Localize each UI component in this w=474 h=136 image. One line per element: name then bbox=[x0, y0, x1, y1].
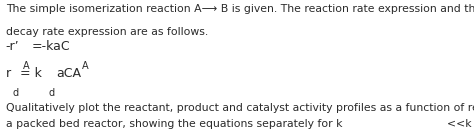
Text: d: d bbox=[48, 88, 55, 98]
Text: The simple isomerization reaction A⟶ B is given. The reaction rate expression an: The simple isomerization reaction A⟶ B i… bbox=[6, 4, 474, 14]
Text: =-kaC: =-kaC bbox=[32, 40, 71, 53]
Text: A: A bbox=[23, 61, 30, 71]
Text: r: r bbox=[6, 67, 11, 80]
Text: A: A bbox=[82, 61, 88, 71]
Text: aCA: aCA bbox=[56, 67, 82, 80]
Text: <<k and k: <<k and k bbox=[447, 119, 474, 129]
Text: d: d bbox=[12, 88, 18, 98]
Text: decay rate expression are as follows.: decay rate expression are as follows. bbox=[6, 27, 208, 37]
Text: Qualitatively plot the reactant, product and catalyst activity profiles as a fun: Qualitatively plot the reactant, product… bbox=[6, 103, 474, 113]
Text: a packed bed reactor, showing the equations separately for k: a packed bed reactor, showing the equati… bbox=[6, 119, 342, 129]
Text: = k: = k bbox=[20, 67, 42, 80]
Text: -r’: -r’ bbox=[6, 40, 19, 53]
